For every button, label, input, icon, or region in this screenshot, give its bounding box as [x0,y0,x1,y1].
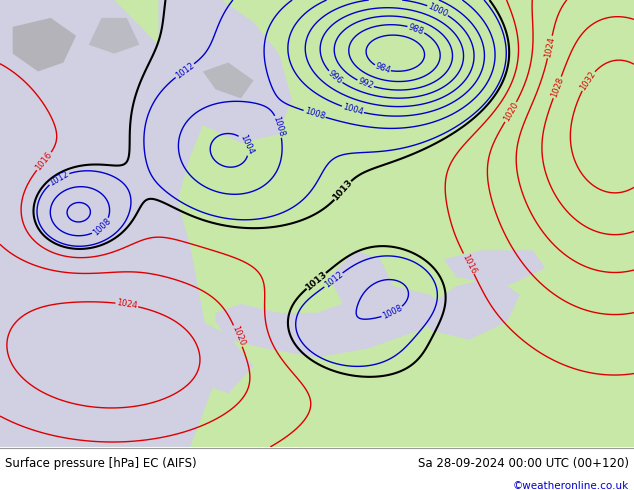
Text: 1024: 1024 [543,36,557,58]
Text: 1032: 1032 [578,70,597,92]
Text: 1020: 1020 [230,324,246,347]
Polygon shape [89,18,139,53]
Text: 1020: 1020 [501,100,520,123]
Text: 1008: 1008 [91,217,112,238]
Text: 1016: 1016 [34,150,54,172]
Text: 996: 996 [327,69,344,86]
Polygon shape [203,63,254,98]
Text: 984: 984 [374,62,392,75]
Polygon shape [330,250,393,313]
Polygon shape [0,0,216,447]
Text: 1012: 1012 [48,169,70,187]
Text: 1028: 1028 [549,76,565,99]
Polygon shape [444,250,545,286]
Polygon shape [216,286,444,358]
Text: 992: 992 [356,76,375,91]
Text: 1016: 1016 [460,252,477,275]
Text: 1024: 1024 [116,298,138,311]
Polygon shape [190,322,254,393]
Text: 1013: 1013 [331,178,354,203]
Polygon shape [418,277,520,340]
Polygon shape [13,18,76,72]
Text: 1008: 1008 [303,106,326,122]
Text: 1012: 1012 [174,61,196,80]
Text: 1000: 1000 [427,1,450,19]
Text: Surface pressure [hPa] EC (AIFS): Surface pressure [hPa] EC (AIFS) [5,457,197,470]
Text: ©weatheronline.co.uk: ©weatheronline.co.uk [513,481,629,490]
Text: 1012: 1012 [323,270,344,290]
Text: Sa 28-09-2024 00:00 UTC (00+120): Sa 28-09-2024 00:00 UTC (00+120) [418,457,629,470]
Text: 1013: 1013 [304,270,328,292]
Text: 1008: 1008 [271,115,287,138]
Text: 988: 988 [407,22,425,36]
Text: 1004: 1004 [342,102,364,117]
Text: 1008: 1008 [381,304,404,321]
Text: 1004: 1004 [238,133,255,156]
Polygon shape [158,0,292,143]
